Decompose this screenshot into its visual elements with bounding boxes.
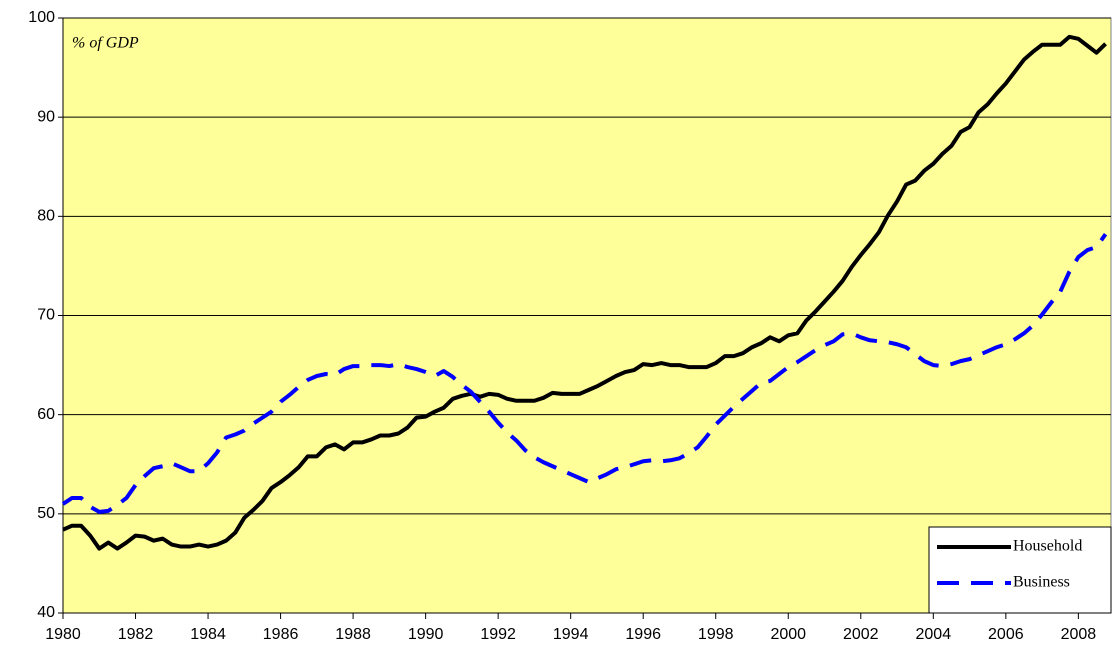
x-tick-label: 2004 bbox=[916, 626, 952, 643]
x-tick-label: 1986 bbox=[263, 626, 299, 643]
x-tick-label: 1996 bbox=[625, 626, 661, 643]
x-tick-label: 1980 bbox=[45, 626, 81, 643]
x-tick-label: 2008 bbox=[1061, 626, 1097, 643]
y-tick-label: 80 bbox=[37, 208, 55, 225]
x-tick-label: 1982 bbox=[118, 626, 154, 643]
legend-label: Business bbox=[1013, 574, 1070, 591]
y-tick-label: 40 bbox=[37, 604, 55, 621]
x-tick-label: 2006 bbox=[988, 626, 1024, 643]
y-tick-label: 70 bbox=[37, 307, 55, 324]
x-tick-label: 1988 bbox=[335, 626, 371, 643]
series-line bbox=[61, 233, 1108, 514]
series-line bbox=[62, 34, 1107, 551]
x-tick-label: 1992 bbox=[480, 626, 516, 643]
annotation: % of GDP bbox=[72, 35, 139, 52]
x-tick-label: 1984 bbox=[190, 626, 226, 643]
x-tick-label: 1994 bbox=[553, 626, 589, 643]
y-tick-label: 90 bbox=[37, 108, 55, 125]
x-tick-label: 1990 bbox=[408, 626, 444, 643]
legend-box bbox=[928, 526, 1112, 614]
legend-label: Household bbox=[1013, 538, 1082, 555]
x-tick-label: 2000 bbox=[770, 626, 806, 643]
x-tick-label: 2002 bbox=[843, 626, 879, 643]
y-tick-label: 100 bbox=[28, 9, 55, 26]
x-tick-label: 1998 bbox=[698, 626, 734, 643]
y-tick-label: 60 bbox=[37, 406, 55, 423]
y-tick-label: 50 bbox=[37, 505, 55, 522]
